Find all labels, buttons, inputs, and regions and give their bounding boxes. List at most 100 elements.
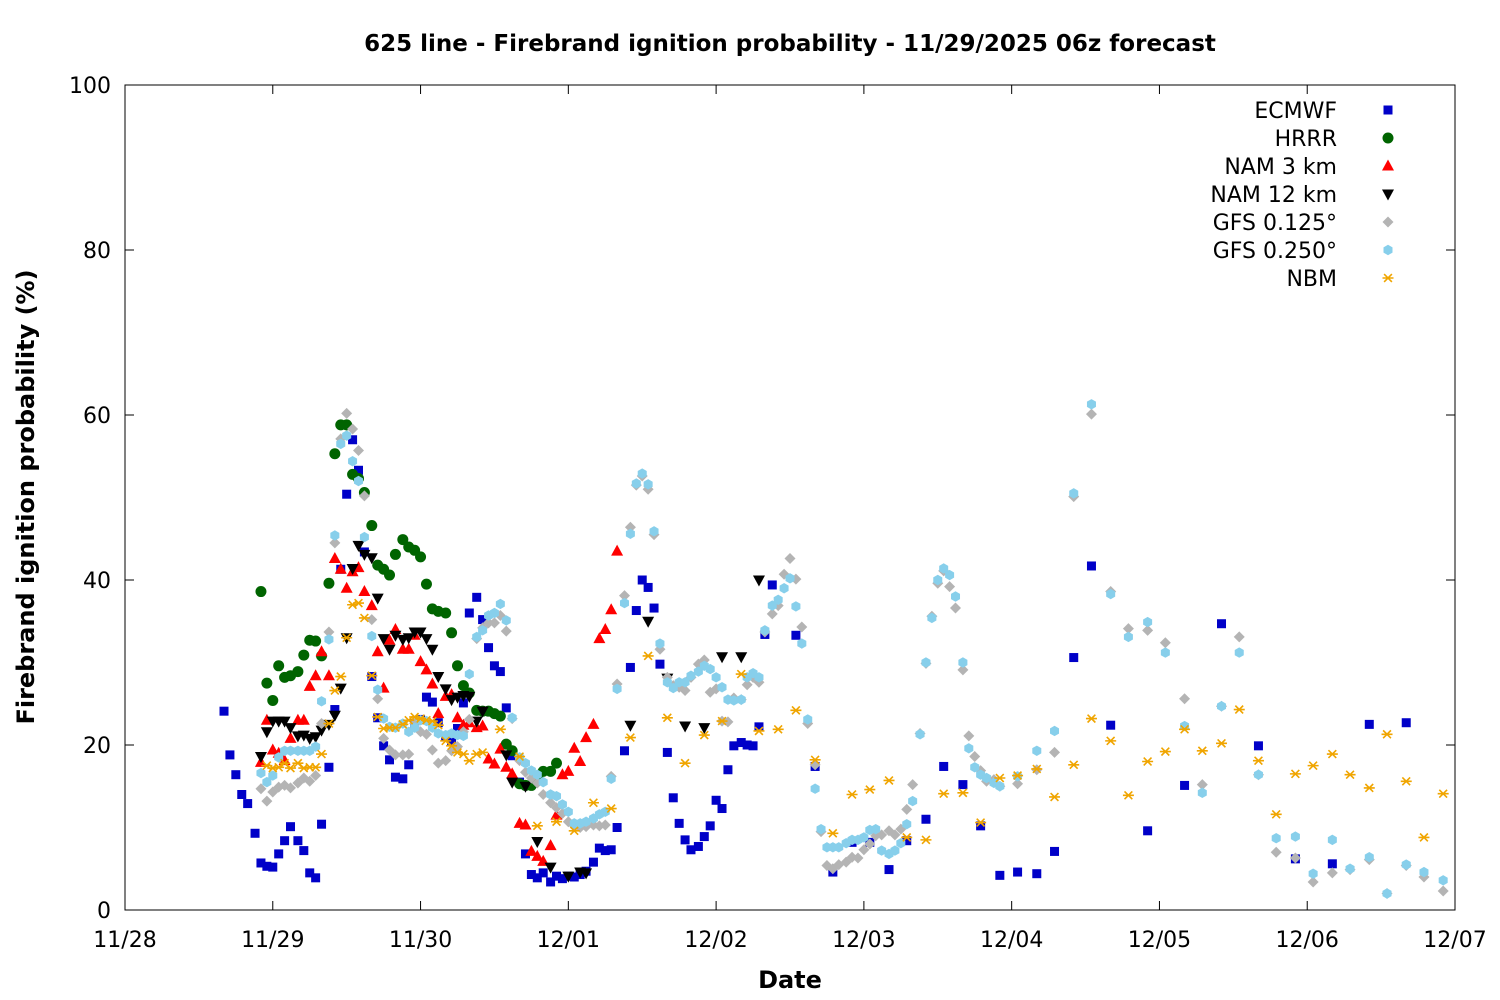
data-point	[358, 549, 371, 561]
data-point	[373, 684, 383, 695]
data-point	[884, 865, 894, 875]
data-point	[1106, 720, 1116, 730]
data-point	[1234, 647, 1244, 658]
data-point	[255, 783, 267, 795]
data-point	[365, 553, 378, 565]
data-point	[753, 726, 765, 736]
data-point	[478, 615, 488, 625]
data-point	[606, 845, 616, 855]
data-point	[421, 692, 431, 702]
data-point	[599, 623, 612, 634]
chart-title: 625 line - Firebrand ignition probabilit…	[364, 31, 1216, 57]
data-point	[605, 804, 617, 813]
data-point	[286, 745, 296, 756]
data-point	[1364, 719, 1374, 729]
data-point	[593, 632, 606, 644]
data-point	[834, 842, 844, 853]
data-point	[532, 769, 542, 780]
data-point	[1364, 852, 1374, 863]
data-point	[711, 672, 721, 683]
y-tick-label: 80	[83, 239, 111, 264]
data-point	[1050, 846, 1060, 856]
data-point	[581, 816, 591, 827]
data-point	[371, 645, 384, 657]
x-tick-label: 12/06	[1276, 928, 1339, 953]
data-point	[1049, 746, 1061, 758]
data-point	[219, 706, 229, 716]
data-point	[297, 730, 310, 742]
data-point	[506, 767, 519, 779]
legend-label: HRRR	[1275, 127, 1337, 152]
data-point	[255, 586, 267, 598]
data-point	[366, 671, 378, 681]
data-point	[674, 818, 684, 828]
data-point	[1179, 724, 1191, 734]
data-point	[389, 548, 401, 560]
data-point	[398, 774, 408, 784]
data-point	[500, 760, 513, 772]
data-point	[334, 562, 347, 574]
data-point	[1326, 749, 1338, 759]
data-point	[705, 821, 715, 831]
data-point	[679, 685, 691, 697]
data-point	[482, 752, 495, 764]
data-point	[397, 719, 409, 729]
data-point	[500, 625, 512, 637]
data-point	[661, 713, 673, 723]
data-point	[316, 749, 328, 759]
data-point	[784, 553, 796, 565]
data-point	[859, 832, 869, 843]
data-point	[1326, 867, 1338, 879]
data-point	[297, 713, 310, 725]
data-point	[274, 849, 284, 859]
data-point	[1381, 729, 1393, 739]
data-point	[735, 669, 747, 679]
data-point	[662, 677, 672, 688]
data-point	[1143, 616, 1153, 628]
data-point	[766, 608, 778, 620]
data-point	[557, 799, 567, 810]
data-point	[619, 746, 629, 756]
data-point	[686, 845, 696, 855]
data-point	[920, 835, 932, 845]
data-point	[266, 743, 279, 755]
axis-ticks: 11/28 11/29 11/30 12/01 12/02 12/03 12/04 12/05…	[69, 74, 1487, 953]
data-point	[353, 475, 363, 487]
data-point	[316, 718, 328, 730]
data-point	[439, 684, 452, 696]
data-point	[1143, 826, 1153, 836]
legend-label: GFS 0.250°	[1213, 239, 1337, 264]
data-point	[1196, 746, 1208, 756]
data-point	[447, 737, 457, 747]
data-point	[323, 719, 335, 729]
data-point	[324, 634, 334, 645]
data-point	[858, 844, 870, 856]
data-point	[945, 569, 955, 581]
data-point	[754, 672, 764, 683]
data-point	[550, 808, 563, 820]
data-point	[748, 741, 758, 751]
data-point	[1289, 769, 1301, 779]
data-point	[476, 719, 489, 731]
x-tick-label: 12/04	[980, 928, 1043, 953]
data-point	[432, 672, 445, 684]
data-point	[304, 775, 316, 787]
data-point	[506, 777, 519, 789]
data-point	[1180, 780, 1190, 790]
data-point	[1307, 876, 1319, 888]
data-point	[420, 728, 432, 740]
data-point	[463, 713, 475, 725]
data-point	[365, 599, 378, 611]
x-tick-label: 12/03	[832, 928, 895, 953]
data-point	[348, 456, 358, 467]
data-point	[1068, 760, 1080, 770]
data-point	[760, 625, 770, 636]
data-point	[260, 727, 273, 739]
data-point	[877, 845, 887, 856]
data-point	[420, 663, 433, 675]
data-point	[273, 762, 285, 772]
data-point	[231, 770, 241, 780]
data-point	[293, 836, 303, 846]
data-point	[358, 613, 370, 623]
data-point	[562, 871, 575, 883]
